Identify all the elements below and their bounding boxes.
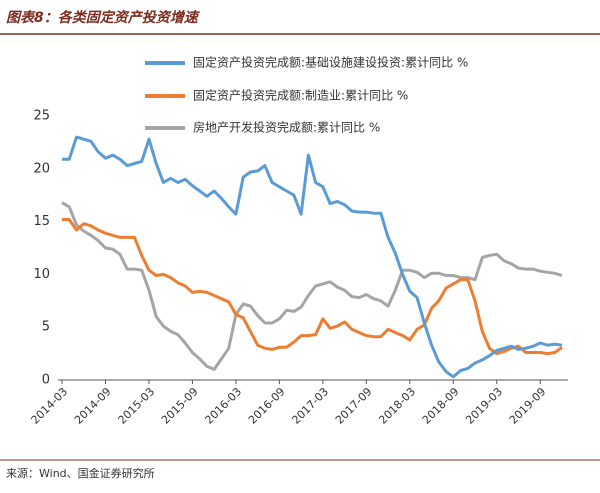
y-tick-label: 5 xyxy=(42,320,50,335)
y-tick-label: 15 xyxy=(33,214,50,229)
legend-label: 房地产开发投资完成额:累计同比 % xyxy=(193,120,380,135)
x-tick-label: 2014-03 xyxy=(29,385,71,427)
y-tick-label: 20 xyxy=(33,161,50,176)
series-line xyxy=(62,135,563,379)
x-tick-label: 2016-03 xyxy=(202,385,244,427)
x-tick-label: 2015-09 xyxy=(159,385,201,427)
x-tick-label: 2018-09 xyxy=(420,385,462,427)
x-tick-label: 2018-03 xyxy=(376,385,418,427)
x-tick-label: 2017-09 xyxy=(333,385,375,427)
chart-title: 图表8：各类固定资产投资增速 xyxy=(6,9,201,26)
legend-label: 固定资产投资完成额:制造业:累计同比 % xyxy=(193,88,408,103)
x-tick-label: 2015-03 xyxy=(116,385,158,427)
x-tick-label: 2016-09 xyxy=(246,385,288,427)
series-line xyxy=(61,201,563,371)
source-note: 来源：Wind、国金证券研究所 xyxy=(6,466,155,480)
x-tick-label: 2019-09 xyxy=(507,385,549,427)
y-tick-label: 0 xyxy=(42,373,50,388)
series-line xyxy=(62,218,563,356)
x-tick-label: 2019-03 xyxy=(463,385,505,427)
x-tick-label: 2017-03 xyxy=(289,385,331,427)
x-tick-label: 2014-09 xyxy=(72,385,114,427)
y-tick-label: 25 xyxy=(33,109,50,124)
legend-label: 固定资产投资完成额:基础设施建设投资:累计同比 % xyxy=(193,55,468,70)
y-tick-label: 10 xyxy=(33,267,50,282)
